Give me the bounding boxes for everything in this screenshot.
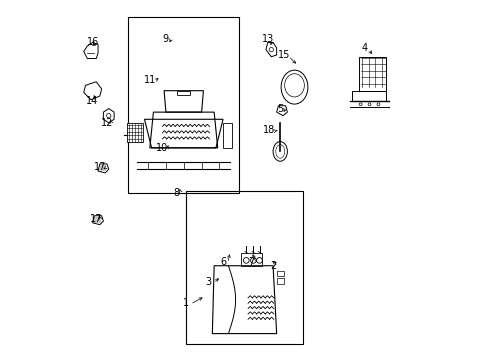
- Text: 17: 17: [93, 162, 106, 172]
- Ellipse shape: [272, 141, 287, 161]
- Ellipse shape: [275, 145, 284, 158]
- Bar: [358, 57, 385, 91]
- Text: 7: 7: [248, 257, 254, 267]
- Text: 1: 1: [182, 298, 188, 308]
- Text: 14: 14: [85, 96, 98, 107]
- Text: 9: 9: [163, 34, 169, 44]
- Bar: [276, 278, 283, 284]
- Text: 13: 13: [261, 34, 273, 44]
- Text: 18: 18: [263, 125, 275, 135]
- Ellipse shape: [284, 74, 304, 97]
- Text: 12: 12: [101, 118, 113, 128]
- Text: 8: 8: [173, 188, 179, 198]
- Text: 15: 15: [277, 50, 289, 60]
- Bar: [185, 191, 303, 344]
- Text: 4: 4: [360, 43, 366, 53]
- Text: 6: 6: [220, 257, 225, 267]
- Bar: [177, 91, 190, 95]
- Text: 2: 2: [269, 261, 276, 271]
- Bar: [128, 18, 239, 193]
- Text: 16: 16: [86, 37, 99, 48]
- Circle shape: [367, 103, 370, 106]
- Bar: [126, 123, 142, 143]
- Text: 3: 3: [205, 277, 211, 287]
- Circle shape: [358, 103, 361, 106]
- Text: 17: 17: [90, 214, 102, 224]
- Text: 11: 11: [143, 75, 156, 85]
- Ellipse shape: [281, 70, 307, 104]
- Text: 10: 10: [156, 143, 168, 153]
- Text: 5: 5: [277, 104, 283, 113]
- Bar: [276, 271, 283, 276]
- Circle shape: [376, 103, 379, 106]
